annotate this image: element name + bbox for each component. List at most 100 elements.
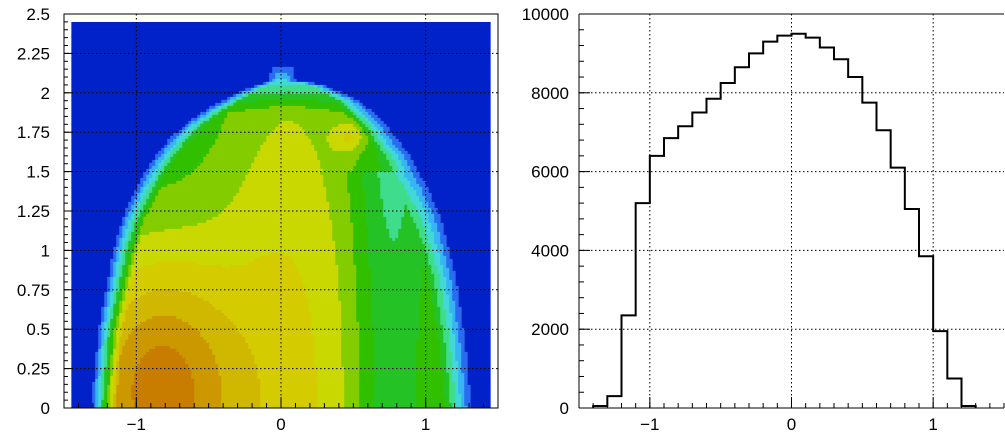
contour-cell (359, 123, 363, 128)
contour-cell (194, 384, 222, 389)
contour-cell (443, 252, 450, 257)
contour-cell (218, 363, 258, 368)
contour-cell (185, 123, 189, 128)
contour-cell (137, 240, 141, 245)
contour-cell (371, 267, 423, 272)
contour-cell (116, 306, 120, 311)
contour-cell (317, 384, 345, 389)
contour-cell (461, 357, 468, 362)
contour-cell (461, 351, 468, 356)
contour-cell (170, 159, 174, 164)
contour-cell (380, 189, 408, 194)
contour-cell (380, 168, 393, 173)
contour-cell (455, 396, 462, 401)
contour-cell (200, 123, 207, 128)
contour-cell (101, 354, 105, 359)
contour-cell (116, 372, 120, 377)
contour-cell (335, 258, 354, 263)
contour-cell (119, 369, 138, 374)
contour-cell (455, 315, 462, 320)
contour-cell (404, 207, 408, 212)
contour-cell (134, 210, 138, 215)
y-tick-label: 0.5 (26, 320, 50, 339)
contour-cell (194, 126, 198, 131)
contour-cell (107, 345, 111, 350)
contour-cell (434, 309, 441, 314)
contour-cell (446, 315, 453, 320)
contour-cell (251, 348, 315, 353)
contour-cell (140, 204, 144, 209)
contour-cell (320, 171, 348, 176)
contour-cell (119, 345, 123, 350)
contour-cell (110, 402, 114, 407)
contour-cell (188, 123, 192, 128)
contour-cell (119, 225, 123, 230)
contour-cell (314, 147, 333, 152)
contour-cell (110, 405, 114, 408)
contour-cell (335, 249, 354, 254)
contour-cell (434, 315, 441, 320)
contour-cell (107, 393, 111, 398)
contour-cell (374, 135, 378, 140)
contour-cell (152, 189, 156, 194)
contour-cell (209, 117, 213, 122)
contour-cell (401, 216, 414, 221)
contour-cell (176, 144, 183, 149)
contour-cell (446, 357, 453, 362)
contour-cell (371, 126, 378, 131)
contour-cell (365, 126, 369, 131)
contour-cell (428, 261, 435, 266)
contour-cell (101, 372, 105, 377)
contour-cell (152, 165, 159, 170)
contour-cell (95, 360, 99, 365)
contour-cell (98, 348, 102, 353)
contour-cell (449, 300, 456, 305)
contour-cell (455, 390, 459, 395)
contour-cell (362, 180, 381, 185)
contour-cell (95, 357, 99, 362)
contour-cell (350, 195, 366, 200)
contour-cell (119, 258, 123, 263)
contour-cell (311, 321, 342, 326)
x-tick-label: 1 (421, 415, 430, 434)
contour-cell (371, 297, 420, 302)
contour-cell (329, 132, 345, 137)
contour-cell (92, 402, 96, 407)
contour-cell (383, 129, 390, 134)
contour-cell (185, 129, 192, 134)
contour-cell (149, 231, 333, 236)
contour-cell (215, 357, 255, 362)
contour-cell (107, 309, 111, 314)
contour-cell (131, 261, 135, 266)
contour-cell (440, 255, 447, 260)
contour-cell (197, 132, 219, 137)
contour-cell (446, 369, 453, 374)
contour-cell (119, 279, 123, 284)
contour-cell (347, 183, 363, 188)
contour-cell (107, 288, 111, 293)
contour-cell (335, 240, 354, 245)
contour-cell (146, 291, 192, 296)
contour-cell (422, 267, 426, 272)
contour-cell (332, 126, 357, 131)
contour-cell (155, 345, 171, 350)
contour-cell (107, 405, 111, 408)
contour-cell (116, 255, 120, 260)
contour-cell (110, 384, 114, 389)
contour-cell (113, 255, 117, 260)
contour-cell (446, 291, 453, 296)
contour-cell (272, 66, 294, 71)
contour-cell (269, 81, 306, 86)
contour-cell (455, 348, 462, 353)
contour-cell (119, 270, 123, 275)
contour-cell (119, 300, 123, 305)
contour-cell (260, 387, 318, 392)
contour-cell (449, 378, 453, 383)
contour-cell (440, 348, 447, 353)
contour-cell (455, 342, 462, 347)
contour-cell (350, 105, 357, 110)
contour-cell (317, 369, 345, 374)
contour-cell (149, 162, 156, 167)
contour-cell (119, 231, 123, 236)
contour-cell (191, 120, 198, 125)
